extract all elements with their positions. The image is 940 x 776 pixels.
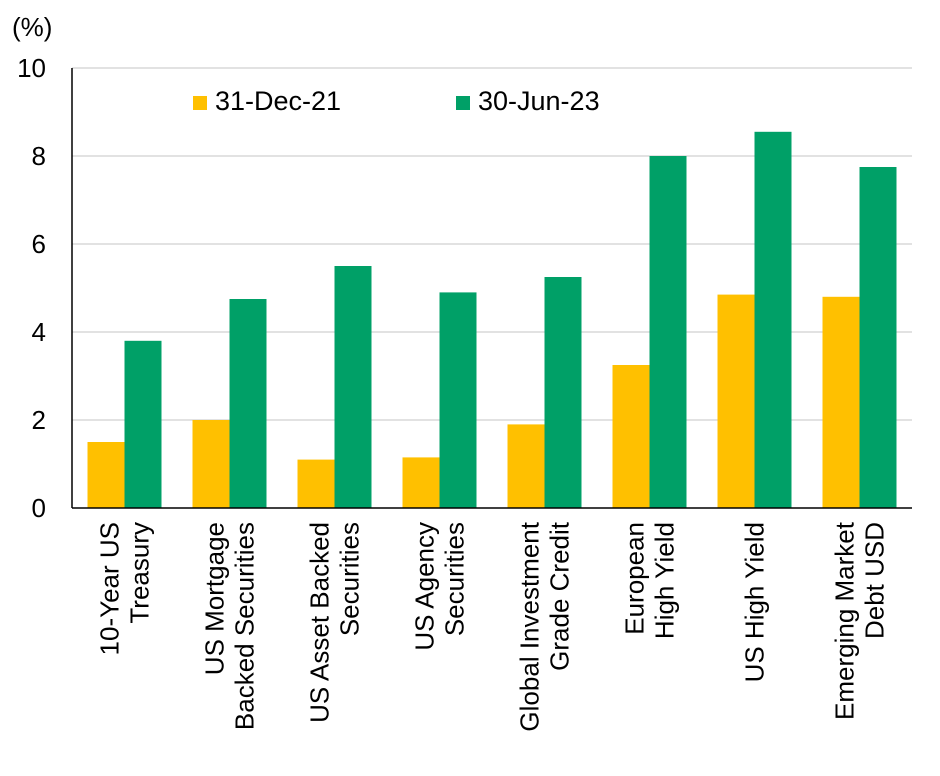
- bar-series-1-category-1: [87, 442, 125, 508]
- y-axis-ticks: 0 2 4 6 8 10: [17, 53, 46, 523]
- y-unit-label: (%): [12, 12, 52, 42]
- x-category-label: Emerging Market: [830, 521, 860, 720]
- x-category-label: Backed Securities: [230, 522, 260, 730]
- bar-series-1-category-2: [192, 420, 230, 508]
- x-category-label: Grade Credit: [545, 521, 575, 671]
- x-category-label: US Asset Backed: [305, 522, 335, 723]
- x-axis-labels: 10-Year US Treasury US Mortgage Backed Secu…: [95, 521, 890, 731]
- x-category-label: Debt USD: [860, 522, 890, 639]
- y-tick-label: 6: [32, 229, 46, 259]
- legend-label-series-2: 30-Jun-23: [478, 86, 600, 116]
- x-category-label: US Mortgage: [200, 522, 230, 675]
- x-category-label: Securities: [440, 522, 470, 636]
- y-tick-label: 8: [32, 141, 46, 171]
- x-category-label: High Yield: [650, 522, 680, 639]
- bar-series-1-category-5: [507, 424, 545, 508]
- x-category-label: 10-Year US: [95, 522, 125, 655]
- bar-series-1-category-4: [402, 457, 440, 508]
- bar-series-1-category-6: [612, 365, 650, 508]
- bar-series-1-category-7: [717, 294, 755, 508]
- bar-series-2-category-6: [649, 156, 687, 508]
- legend: 31-Dec-21 30-Jun-23: [193, 86, 600, 116]
- axes: [71, 68, 912, 509]
- x-category-label: Treasury: [125, 522, 155, 624]
- bar-series-2-category-8: [859, 167, 897, 508]
- legend-swatch-series-2: [456, 96, 470, 110]
- y-tick-label: 0: [32, 493, 46, 523]
- bar-series-2-category-3: [334, 266, 372, 508]
- bar-series-2-category-7: [754, 131, 792, 509]
- legend-label-series-1: 31-Dec-21: [215, 86, 341, 116]
- bars: [87, 131, 897, 509]
- x-category-label: US Agency: [410, 522, 440, 651]
- x-category-label: European: [620, 522, 650, 635]
- y-tick-label: 10: [17, 53, 46, 83]
- bar-series-2-category-2: [229, 299, 267, 508]
- bar-series-2-category-1: [124, 340, 162, 508]
- y-tick-label: 2: [32, 405, 46, 435]
- x-category-label: Global Investment: [515, 521, 545, 731]
- bar-series-1-category-8: [822, 296, 860, 508]
- x-category-label: US High Yield: [740, 522, 770, 682]
- y-tick-label: 4: [32, 317, 46, 347]
- legend-swatch-series-1: [193, 96, 207, 110]
- bar-series-2-category-5: [544, 277, 582, 508]
- bar-series-1-category-3: [297, 459, 335, 508]
- x-category-label: Securities: [335, 522, 365, 636]
- bar-series-2-category-4: [439, 292, 477, 508]
